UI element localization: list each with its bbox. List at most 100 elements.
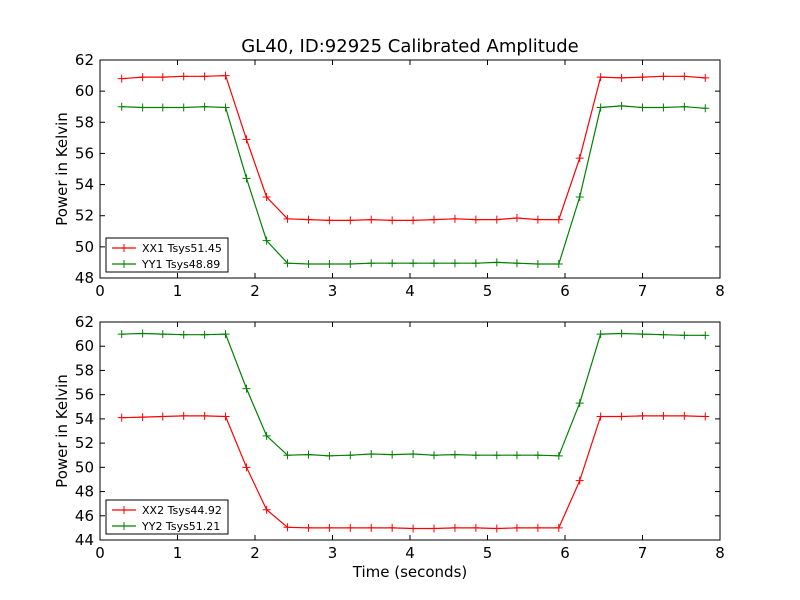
data-point — [117, 413, 126, 422]
data-point — [533, 523, 542, 532]
legend-marker — [120, 522, 128, 530]
data-point — [617, 101, 626, 110]
x-tick-label: 8 — [715, 544, 725, 562]
data-point — [492, 524, 501, 533]
data-point — [283, 214, 292, 223]
data-point — [533, 451, 542, 460]
legend-label: XX2 Tsys44.92 — [142, 504, 222, 517]
data-point — [242, 174, 251, 183]
data-point — [512, 523, 521, 532]
legend-label: YY2 Tsys51.21 — [141, 520, 220, 533]
legend-label: XX1 Tsys51.45 — [142, 242, 222, 255]
data-point — [304, 450, 313, 459]
data-point — [388, 259, 397, 268]
data-point — [138, 103, 147, 112]
data-point — [283, 451, 292, 460]
x-tick-label: 3 — [328, 544, 338, 562]
data-point — [450, 259, 459, 268]
x-tick-label: 4 — [405, 544, 415, 562]
data-point — [471, 451, 480, 460]
x-tick-label: 5 — [483, 282, 493, 300]
data-point — [659, 411, 668, 420]
data-point — [117, 330, 126, 339]
data-point — [325, 259, 334, 268]
x-tick-label: 1 — [173, 282, 183, 300]
data-point — [346, 523, 355, 532]
data-point — [283, 523, 292, 532]
data-point — [680, 72, 689, 81]
data-point — [596, 412, 605, 421]
y-tick-label: 52 — [75, 434, 94, 452]
data-point — [512, 451, 521, 460]
data-point — [596, 103, 605, 112]
data-point — [304, 215, 313, 224]
data-point — [554, 451, 563, 460]
data-point — [158, 330, 167, 339]
data-point — [117, 74, 126, 83]
y-tick-label: 48 — [75, 269, 94, 287]
x-tick-label: 1 — [173, 544, 183, 562]
data-point — [533, 215, 542, 224]
data-point — [117, 102, 126, 111]
data-point — [430, 215, 439, 224]
data-point — [262, 505, 271, 514]
data-point — [158, 412, 167, 421]
data-point — [659, 330, 668, 339]
data-point — [409, 450, 418, 459]
data-point — [367, 259, 376, 268]
legend-marker — [120, 506, 128, 514]
y-tick-label: 54 — [75, 410, 94, 428]
data-point — [409, 259, 418, 268]
data-point — [680, 411, 689, 420]
y-tick-label: 52 — [75, 207, 94, 225]
data-point — [596, 73, 605, 82]
data-point — [221, 103, 230, 112]
data-point — [680, 102, 689, 111]
data-point — [638, 73, 647, 82]
y-tick-label: 54 — [75, 176, 94, 194]
x-tick-label: 7 — [638, 282, 648, 300]
data-point — [596, 330, 605, 339]
data-point — [554, 523, 563, 532]
data-point — [701, 73, 710, 82]
data-point — [325, 216, 334, 225]
data-point — [638, 411, 647, 420]
data-point — [262, 236, 271, 245]
legend-marker — [120, 260, 128, 268]
data-point — [283, 259, 292, 268]
data-point — [450, 214, 459, 223]
y-tick-label: 44 — [75, 531, 94, 549]
y-axis-label: Power in Kelvin — [53, 374, 71, 488]
data-point — [179, 330, 188, 339]
data-point — [533, 259, 542, 268]
data-point — [512, 214, 521, 223]
data-point — [242, 463, 251, 472]
data-point — [409, 524, 418, 533]
data-point — [430, 524, 439, 533]
data-point — [471, 523, 480, 532]
data-point — [701, 331, 710, 340]
legend-label: YY1 Tsys48.89 — [141, 258, 220, 271]
data-point — [659, 72, 668, 81]
data-point — [492, 451, 501, 460]
data-point — [659, 103, 668, 112]
data-point — [638, 103, 647, 112]
y-tick-label: 50 — [75, 458, 94, 476]
data-point — [492, 258, 501, 267]
data-point — [179, 411, 188, 420]
data-point — [450, 450, 459, 459]
data-point — [575, 193, 584, 202]
x-tick-label: 6 — [560, 282, 570, 300]
y-tick-label: 60 — [75, 82, 94, 100]
data-point — [158, 73, 167, 82]
data-point — [304, 523, 313, 532]
data-point — [701, 412, 710, 421]
legend-box — [105, 499, 229, 535]
y-tick-label: 60 — [75, 337, 94, 355]
y-tick-label: 50 — [75, 238, 94, 256]
data-point — [200, 102, 209, 111]
data-point — [325, 523, 334, 532]
